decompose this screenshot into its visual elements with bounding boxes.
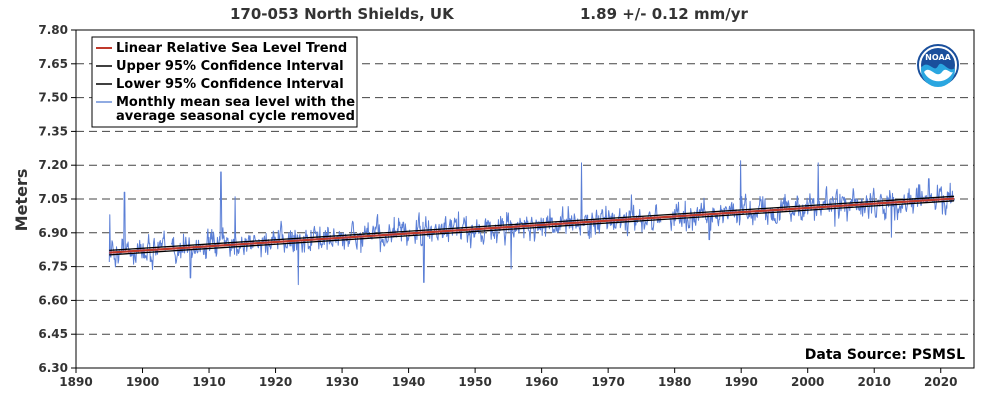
legend-label-upper: Upper 95% Confidence Interval	[116, 59, 344, 74]
noaa-logo-text: NOAA	[925, 53, 951, 62]
legend-label-lower: Lower 95% Confidence Interval	[116, 77, 344, 92]
series-upper-confidence-interval	[109, 195, 955, 252]
x-tick-label-1980: 1980	[658, 375, 691, 389]
x-tick-label-1990: 1990	[724, 375, 757, 389]
y-tick-label-7.50: 7.50	[38, 91, 68, 105]
noaa-logo: NOAA	[917, 44, 959, 87]
plot-frame	[75, 29, 975, 369]
legend-box	[91, 36, 358, 128]
x-tick-label-2000: 2000	[791, 375, 824, 389]
y-axis-ticks: 6.30 6.45 6.60 6.75 6.90 7.05 7.20 7.35 7.50 7.65…	[38, 23, 76, 375]
y-axis-label: Meters	[12, 169, 31, 232]
y-tick-label-7.20: 7.20	[38, 158, 68, 172]
y-tick-label-6.90: 6.90	[38, 226, 68, 240]
y-tick-label-7.05: 7.05	[38, 192, 68, 206]
x-tick-label-1900: 1900	[126, 375, 159, 389]
y-tick-label-7.80: 7.80	[38, 23, 68, 37]
legend-label-monthly-line1: Monthly mean sea level with the	[116, 95, 355, 110]
chart-title-rate: 1.89 +/- 0.12 mm/yr	[580, 5, 748, 23]
legend: Linear Relative Sea Level Trend Upper 95…	[91, 36, 358, 128]
x-tick-label-1910: 1910	[192, 375, 225, 389]
legend-label-trend: Linear Relative Sea Level Trend	[116, 41, 347, 56]
y-tick-label-7.65: 7.65	[38, 57, 68, 71]
x-tick-label-1940: 1940	[392, 375, 425, 389]
y-tick-label-7.35: 7.35	[38, 124, 68, 138]
x-tick-label-2010: 2010	[858, 375, 891, 389]
series-lower-confidence-interval	[109, 200, 955, 256]
series-linear-trend	[109, 197, 955, 254]
y-tick-label-6.45: 6.45	[38, 327, 68, 341]
series-monthly-mean-sea-level	[108, 160, 955, 286]
y-tick-label-6.75: 6.75	[38, 260, 68, 274]
plot-series	[108, 160, 955, 286]
x-tick-label-1890: 1890	[59, 375, 92, 389]
data-source-label: Data Source: PSMSL	[805, 347, 965, 363]
chart-title-station: 170-053 North Shields, UK	[230, 5, 455, 23]
legend-label-monthly-line2: average seasonal cycle removed	[116, 109, 355, 124]
y-tick-label-6.60: 6.60	[38, 293, 68, 307]
x-tick-label-1930: 1930	[325, 375, 358, 389]
x-axis-ticks: 1890 1900 1910 1920 1930 1940 1950 1960 1970 1980…	[59, 368, 957, 389]
x-tick-label-1970: 1970	[591, 375, 624, 389]
gridlines	[76, 63, 974, 335]
y-tick-label-6.30: 6.30	[38, 361, 68, 375]
x-tick-label-1960: 1960	[525, 375, 558, 389]
x-tick-label-1950: 1950	[458, 375, 491, 389]
x-tick-label-1920: 1920	[259, 375, 292, 389]
x-tick-label-2020: 2020	[924, 375, 957, 389]
